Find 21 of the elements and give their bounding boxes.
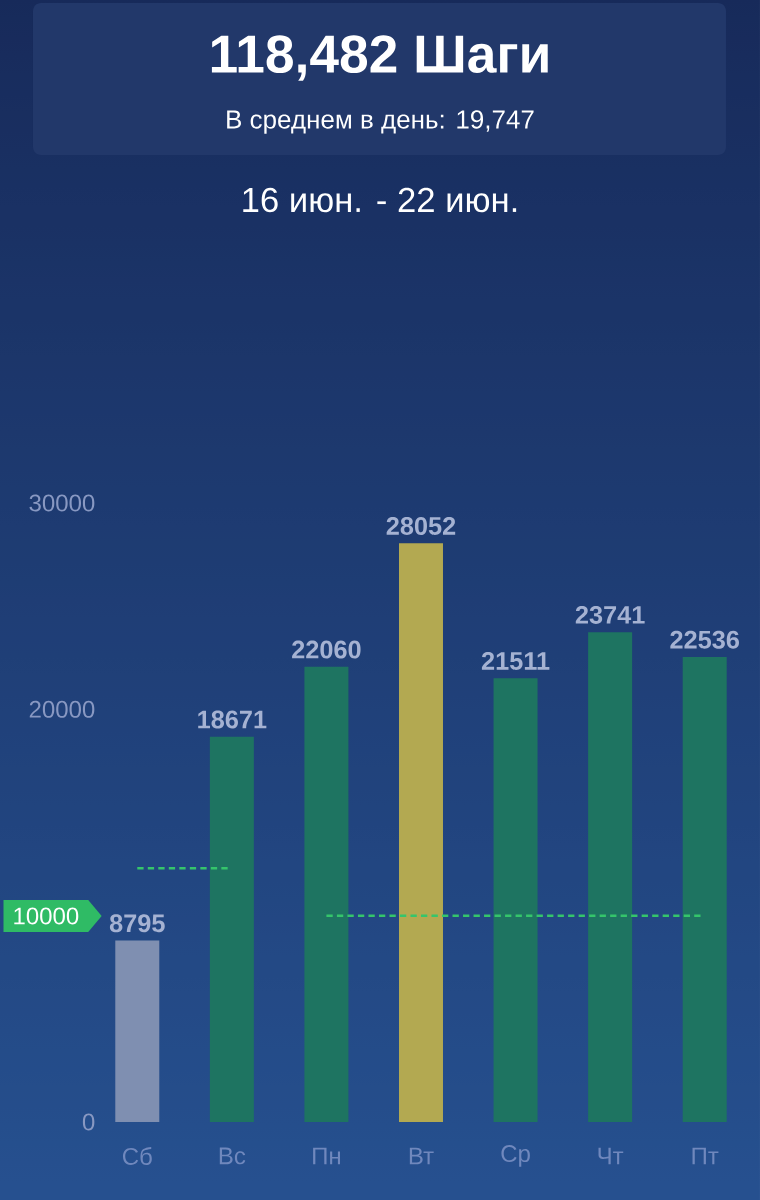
y-tick-label: 20000 (29, 700, 95, 718)
chart-subtitle: В среднем в день: 19,747 (227, 110, 534, 134)
data-label: 18671 (198, 710, 267, 729)
x-tick-label: Ср (501, 1145, 530, 1167)
x-tick-label: Пт (692, 1147, 719, 1165)
x-tick-label: Пн (313, 1147, 341, 1165)
x-tick-label: Сб (122, 1147, 152, 1165)
text: 10000 (14, 907, 79, 925)
y-tick-label: 30000 (29, 494, 95, 512)
data-label: 28052 (386, 516, 456, 535)
text: 16 июн. - 22 июн. (243, 187, 517, 213)
data-label: 22060 (292, 640, 361, 659)
chart-title: 118,482 Шаги (211, 35, 548, 81)
x-tick-label: Вт (409, 1147, 434, 1165)
data-label: 21511 (481, 651, 550, 670)
data-label: 23741 (575, 605, 645, 624)
data-label: 8795 (109, 914, 165, 933)
x-tick-label: Вс (219, 1147, 246, 1165)
data-label: 22536 (670, 630, 739, 649)
x-tick-label: Чт (598, 1147, 624, 1165)
y-tick-label: 0 (82, 1113, 95, 1131)
